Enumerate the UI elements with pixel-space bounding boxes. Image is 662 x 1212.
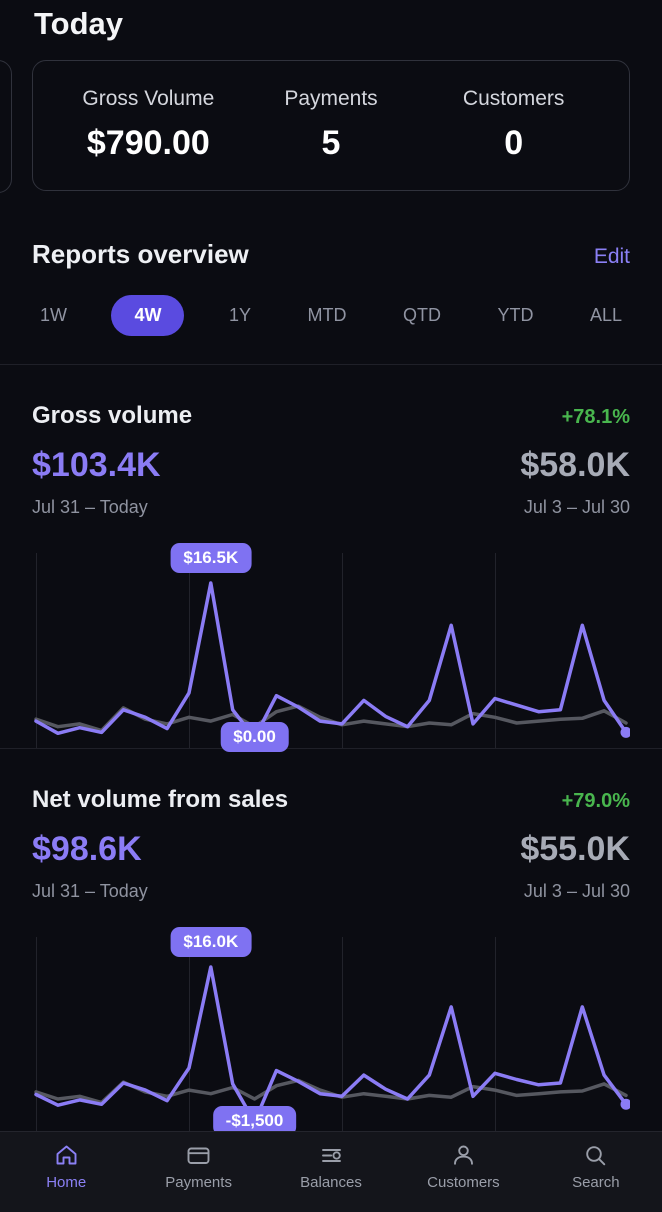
stat-customers: Customers 0 [422,87,605,162]
balances-icon [318,1142,345,1169]
stat-value: 0 [504,124,524,162]
previous-period-value: $58.0K [520,446,630,484]
edit-reports-link[interactable]: Edit [593,245,630,268]
tabbar-item-customers[interactable]: Customers [397,1132,529,1212]
bottom-tab-bar: Home Payments Balances [0,1131,662,1212]
tab-mtd[interactable]: MTD [307,305,347,325]
tabbar-item-payments[interactable]: Payments [132,1132,264,1212]
chart-tooltip: $0.00 [220,722,289,752]
current-period-value: $103.4K [32,446,161,484]
change-badge: +78.1% [561,406,630,428]
section-divider [0,748,662,749]
tab-1y[interactable]: 1Y [228,305,251,325]
tabbar-label: Home [46,1174,87,1191]
payments-icon [185,1142,212,1169]
tabbar-item-search[interactable]: Search [530,1132,662,1212]
chart-tooltip: $16.0K [170,927,252,957]
tabbar-label: Payments [165,1174,232,1191]
previous-period-value: $55.0K [520,830,630,868]
chart-tooltip: $16.5K [170,543,252,573]
date-range-tabs: 1W 4W 1Y MTD QTD YTD ALL [0,279,662,364]
page-header: Today [0,0,662,60]
stat-payments: Payments 5 [240,87,423,162]
change-badge: +79.0% [561,790,630,812]
tab-4w[interactable]: 4W [111,295,185,336]
stat-value: 5 [321,124,341,162]
stat-label: Payments [284,87,378,110]
section-divider [0,364,662,365]
current-period-range: Jul 31 – Today [32,497,148,517]
stat-gross-volume: Gross Volume $790.00 [57,87,240,162]
page-title: Today [34,6,123,41]
net-volume-section: Net volume from sales +79.0% $98.6K $55.… [0,749,662,1136]
net-volume-chart[interactable]: $16.0K -$1,500 [32,927,630,1136]
previous-period-range: Jul 3 – Jul 30 [523,881,630,901]
reports-overview-header: Reports overview Edit [0,191,662,279]
tab-1w[interactable]: 1W [40,305,67,325]
stat-label: Gross Volume [82,87,215,110]
tab-qtd[interactable]: QTD [402,305,441,325]
summary-carousel: Gross Volume $790.00 Payments 5 Customer… [0,60,662,193]
search-icon [582,1142,609,1169]
tab-all[interactable]: ALL [589,305,622,325]
current-period-range: Jul 31 – Today [32,881,148,901]
summary-card[interactable]: Gross Volume $790.00 Payments 5 Customer… [32,60,630,191]
tab-ytd[interactable]: YTD [497,305,534,325]
tabbar-label: Balances [300,1174,362,1191]
summary-card-previous-sliver[interactable] [0,60,12,193]
home-icon [53,1142,80,1169]
customers-icon [450,1142,477,1169]
stat-label: Customers [462,87,565,110]
previous-period-range: Jul 3 – Jul 30 [523,497,630,517]
gross-volume-chart[interactable]: $16.5K $0.00 [32,543,630,752]
reports-overview-title: Reports overview [32,239,249,269]
tabbar-item-balances[interactable]: Balances [265,1132,397,1212]
tabbar-label: Search [572,1174,620,1191]
section-title: Gross volume [32,402,193,429]
section-title: Net volume from sales [32,786,289,813]
tabbar-item-home[interactable]: Home [0,1132,132,1212]
current-period-value: $98.6K [32,830,142,868]
stat-value: $790.00 [86,124,210,162]
gross-volume-section: Gross volume +78.1% $103.4K $58.0K Jul 3… [0,365,662,752]
tabbar-label: Customers [427,1174,500,1191]
